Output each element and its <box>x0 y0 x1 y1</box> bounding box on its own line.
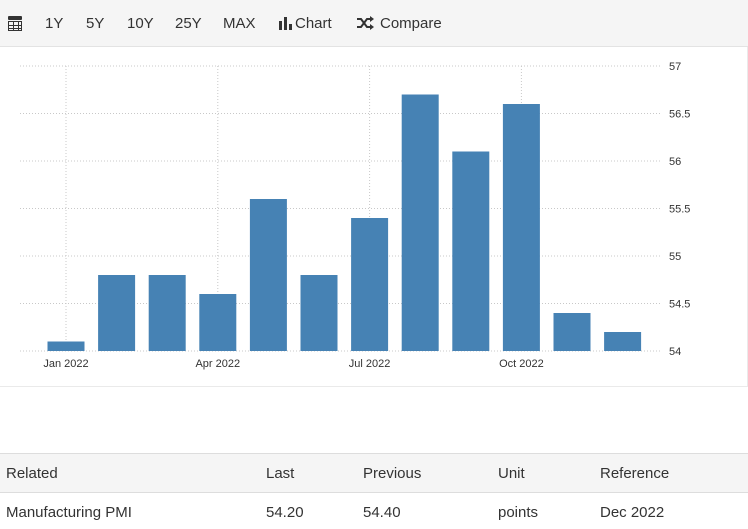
bar-dec-2022 <box>604 332 642 351</box>
chart-label: Chart <box>295 14 332 32</box>
x-tick-label: Jul 2022 <box>349 358 391 370</box>
y-tick-label: 57 <box>669 61 681 73</box>
table-row[interactable]: Manufacturing PMI 54.20 54.40 points Dec… <box>0 492 748 529</box>
bar-chart: 57 56.5 56 55.5 55 54.5 54 Jan 2022 Apr 2022 Jul … <box>20 61 690 370</box>
header-last: Last <box>260 453 357 493</box>
bar-mar-2022 <box>148 275 186 351</box>
bar-aug-2022 <box>401 94 439 351</box>
bar-oct-2022 <box>502 104 540 351</box>
reference-value: Dec 2022 <box>594 492 748 529</box>
range-25y-button[interactable]: 25Y <box>175 14 202 32</box>
y-tick-label: 55 <box>669 251 681 263</box>
y-tick-label: 56 <box>669 156 681 168</box>
bar-jul-2022 <box>351 218 389 351</box>
y-tick-label: 56.5 <box>669 109 690 121</box>
bar-feb-2022 <box>98 275 136 351</box>
bar-jan-2022 <box>47 341 85 351</box>
chart-type-button[interactable]: Chart <box>279 0 332 47</box>
x-tick-label: Jan 2022 <box>43 358 88 370</box>
last-value: 54.20 <box>260 492 357 529</box>
y-tick-label: 54 <box>669 346 681 358</box>
range-10y-button[interactable]: 10Y <box>127 14 154 32</box>
chart-toolbar: 1Y 5Y 10Y 25Y MAX Chart Compare <box>0 0 748 47</box>
header-related: Related <box>0 453 260 493</box>
bar-may-2022 <box>249 199 287 351</box>
range-5y-button[interactable]: 5Y <box>86 14 105 32</box>
shuffle-icon <box>357 16 374 30</box>
x-tick-label: Apr 2022 <box>195 358 240 370</box>
bar-jun-2022 <box>300 275 338 351</box>
y-tick-label: 55.5 <box>669 204 690 216</box>
range-1y-button[interactable]: 1Y <box>45 14 64 32</box>
previous-value: 54.40 <box>357 492 492 529</box>
indicator-name-link[interactable]: Manufacturing PMI <box>0 492 260 529</box>
x-tick-label: Oct 2022 <box>499 358 544 370</box>
compare-label: Compare <box>380 14 442 32</box>
chart-panel: 57 56.5 56 55.5 55 54.5 54 Jan 2022 Apr 2022 Jul … <box>0 47 748 387</box>
related-table: Related Last Previous Unit Reference Man… <box>0 453 748 529</box>
calendar-icon[interactable] <box>8 16 22 31</box>
unit-value: points <box>492 492 594 529</box>
bar-sep-2022 <box>452 151 490 351</box>
header-unit: Unit <box>492 453 594 493</box>
header-previous: Previous <box>357 453 492 493</box>
compare-button[interactable]: Compare <box>356 0 442 47</box>
y-tick-label: 54.5 <box>669 299 690 311</box>
header-reference: Reference <box>594 453 748 493</box>
bar-nov-2022 <box>553 313 591 351</box>
bar-apr-2022 <box>199 294 237 351</box>
table-header-row: Related Last Previous Unit Reference <box>0 453 748 493</box>
bar-chart-icon <box>279 16 292 30</box>
range-max-button[interactable]: MAX <box>223 14 256 32</box>
